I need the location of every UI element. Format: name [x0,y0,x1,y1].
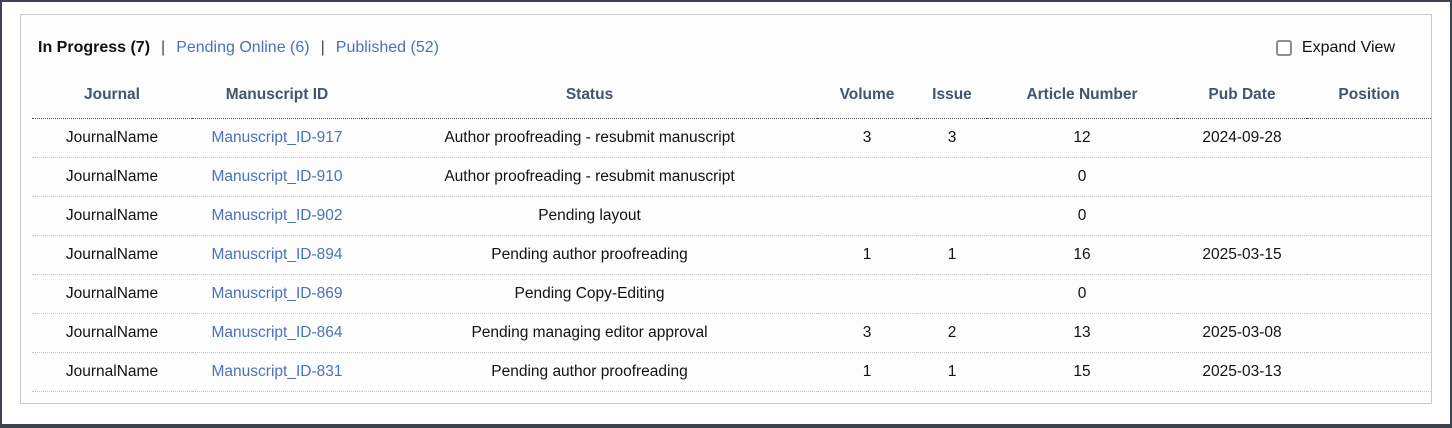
volume-cell [817,274,917,314]
manuscript-id-link[interactable]: Manuscript_ID-910 [211,167,343,185]
table-row: JournalName Manuscript_ID-894 Pending au… [32,235,1431,275]
article-number-cell: 0 [987,196,1177,236]
journal-cell: JournalName [32,235,192,275]
journal-cell: JournalName [32,196,192,236]
issue-cell [917,157,987,197]
issue-cell: 2 [917,313,987,353]
pub-date-cell: 2025-03-13 [1177,352,1307,392]
position-cell [1307,118,1431,158]
status-tabs: In Progress (7) | Pending Online (6) | P… [38,39,439,57]
journal-cell: JournalName [32,313,192,353]
issue-cell: 3 [917,118,987,158]
column-header-manuscript-id: Manuscript ID [192,73,362,119]
column-header-pub-date: Pub Date [1177,73,1307,119]
manuscript-id-cell: Manuscript_ID-902 [192,196,362,236]
position-cell [1307,157,1431,197]
article-number-cell: 0 [987,157,1177,197]
pub-date-cell [1177,196,1307,236]
status-cell: Pending layout [362,196,817,236]
tab-separator: | [320,39,325,56]
position-cell [1307,235,1431,275]
article-number-cell: 15 [987,352,1177,392]
table-row: JournalName Manuscript_ID-910 Author pro… [32,157,1431,197]
issue-cell [917,196,987,236]
table-row: JournalName Manuscript_ID-917 Author pro… [32,118,1431,158]
pub-date-cell: 2025-03-15 [1177,235,1307,275]
manuscript-id-cell: Manuscript_ID-910 [192,157,362,197]
manuscript-id-link[interactable]: Manuscript_ID-894 [211,245,343,263]
table-header-row: Journal Manuscript ID Status Volume Issu… [32,73,1431,119]
position-cell [1307,352,1431,392]
volume-cell: 3 [817,118,917,158]
manuscripts-panel: In Progress (7) | Pending Online (6) | P… [20,14,1432,404]
expand-view-label: Expand View [1301,39,1395,56]
volume-cell [817,196,917,236]
status-cell: Author proofreading - resubmit manuscrip… [362,157,817,197]
column-header-status: Status [362,73,817,119]
tab-in-progress[interactable]: In Progress (7) [38,39,151,56]
tab-separator: | [161,39,166,56]
manuscript-id-link[interactable]: Manuscript_ID-917 [211,128,343,146]
volume-cell [817,157,917,197]
manuscript-id-link[interactable]: Manuscript_ID-831 [211,362,343,380]
manuscript-id-cell: Manuscript_ID-864 [192,313,362,353]
manuscript-id-link[interactable]: Manuscript_ID-902 [211,206,343,224]
expand-view-checkbox[interactable] [1275,40,1292,56]
manuscript-id-cell: Manuscript_ID-831 [192,352,362,392]
issue-cell: 1 [917,352,987,392]
article-number-cell: 12 [987,118,1177,158]
volume-cell: 1 [817,235,917,275]
journal-cell: JournalName [32,352,192,392]
pub-date-cell [1177,274,1307,314]
status-cell: Pending author proofreading [362,352,817,392]
manuscript-id-cell: Manuscript_ID-894 [192,235,362,275]
tab-pending-online[interactable]: Pending Online (6) [176,39,310,56]
article-number-cell: 0 [987,274,1177,314]
column-header-issue: Issue [917,73,987,119]
table-row: JournalName Manuscript_ID-869 Pending Co… [32,274,1431,314]
article-number-cell: 16 [987,235,1177,275]
expand-view-toggle[interactable]: Expand View [1275,39,1395,57]
volume-cell: 1 [817,352,917,392]
table-row: JournalName Manuscript_ID-864 Pending ma… [32,313,1431,353]
manuscript-id-cell: Manuscript_ID-869 [192,274,362,314]
journal-cell: JournalName [32,157,192,197]
manuscript-id-link[interactable]: Manuscript_ID-869 [211,284,343,302]
status-cell: Pending Copy-Editing [362,274,817,314]
volume-cell: 3 [817,313,917,353]
status-cell: Pending managing editor approval [362,313,817,353]
column-header-volume: Volume [817,73,917,119]
manuscripts-table: Journal Manuscript ID Status Volume Issu… [32,73,1431,392]
table-row: JournalName Manuscript_ID-902 Pending la… [32,196,1431,236]
column-header-journal: Journal [32,73,192,119]
issue-cell [917,274,987,314]
topbar: In Progress (7) | Pending Online (6) | P… [21,15,1431,73]
journal-cell: JournalName [32,118,192,158]
article-number-cell: 13 [987,313,1177,353]
journal-cell: JournalName [32,274,192,314]
table-row: JournalName Manuscript_ID-831 Pending au… [32,352,1431,392]
position-cell [1307,313,1431,353]
pub-date-cell: 2025-03-08 [1177,313,1307,353]
column-header-position: Position [1307,73,1431,119]
status-cell: Pending author proofreading [362,235,817,275]
position-cell [1307,274,1431,314]
pub-date-cell: 2024-09-28 [1177,118,1307,158]
status-cell: Author proofreading - resubmit manuscrip… [362,118,817,158]
pub-date-cell [1177,157,1307,197]
column-header-article-number: Article Number [987,73,1177,119]
position-cell [1307,196,1431,236]
manuscript-id-cell: Manuscript_ID-917 [192,118,362,158]
tab-published[interactable]: Published (52) [335,39,439,56]
manuscript-id-link[interactable]: Manuscript_ID-864 [211,323,343,341]
issue-cell: 1 [917,235,987,275]
